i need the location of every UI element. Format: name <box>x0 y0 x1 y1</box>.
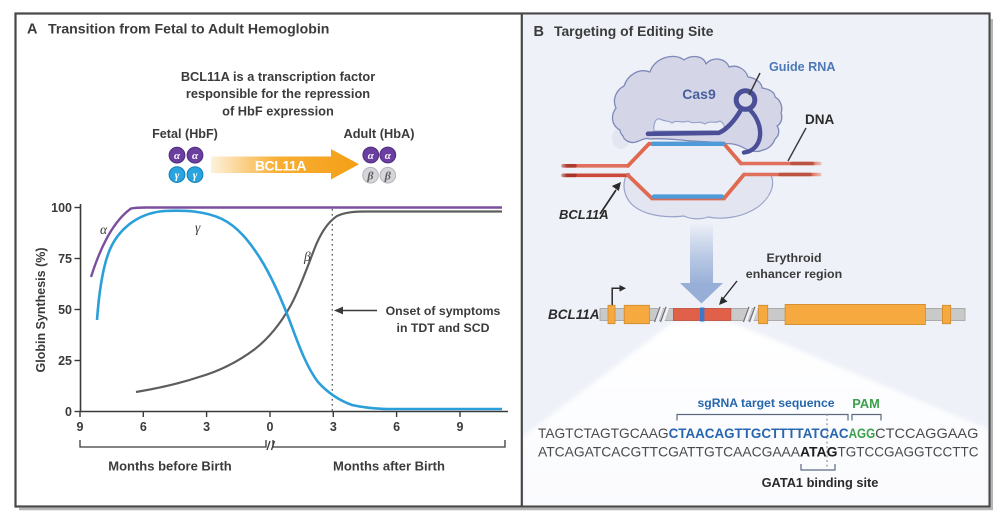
svg-text:Cas9: Cas9 <box>682 86 716 102</box>
svg-text:100: 100 <box>51 201 72 215</box>
svg-text:TAGTCTAGTGCAAG: TAGTCTAGTGCAAG <box>538 425 669 441</box>
svg-text:responsible for the repression: responsible for the repression <box>186 86 370 101</box>
svg-text:γ: γ <box>193 170 198 182</box>
svg-text:Onset of symptoms: Onset of symptoms <box>386 304 501 318</box>
svg-text:A: A <box>27 22 38 38</box>
svg-text:α: α <box>174 150 181 162</box>
svg-text:BCL11A: BCL11A <box>255 158 307 174</box>
svg-text:sgRNA target sequence: sgRNA target sequence <box>697 396 834 410</box>
svg-text:BCL11A: BCL11A <box>559 207 609 222</box>
svg-text:α: α <box>385 150 392 162</box>
svg-text:Adult (HbA): Adult (HbA) <box>343 126 414 141</box>
svg-text:6: 6 <box>140 420 147 434</box>
svg-text:Erythroid: Erythroid <box>766 251 821 265</box>
svg-text:25: 25 <box>58 354 72 368</box>
svg-text:GATA1 binding site: GATA1 binding site <box>762 475 879 490</box>
svg-text:TGTCCGAGGTCCTTC: TGTCCGAGGTCCTTC <box>838 444 979 460</box>
svg-text:50: 50 <box>58 303 72 317</box>
svg-text:CTCCAGGAAG: CTCCAGGAAG <box>875 425 978 441</box>
svg-text:3: 3 <box>203 420 210 434</box>
svg-text:Guide RNA: Guide RNA <box>769 60 835 74</box>
svg-text:Fetal (HbF): Fetal (HbF) <box>152 127 218 141</box>
svg-text:Transition from Fetal to Adult: Transition from Fetal to Adult Hemoglobi… <box>48 21 329 37</box>
svg-text:α: α <box>192 150 199 162</box>
svg-text:9: 9 <box>77 420 84 434</box>
svg-text:in TDT and SCD: in TDT and SCD <box>397 321 490 335</box>
svg-text:BCL11A is a transcription fact: BCL11A is a transcription factor <box>181 69 375 84</box>
svg-text:β: β <box>366 169 374 183</box>
svg-text:CTAACAGTTGCTTTTATCAC: CTAACAGTTGCTTTTATCAC <box>669 425 849 441</box>
svg-text:ATAG: ATAG <box>800 444 838 460</box>
svg-text:ATCAGATCACGTTCGATTGTCAACGAAA: ATCAGATCACGTTCGATTGTCAACGAAA <box>538 444 801 460</box>
svg-text:BCL11A: BCL11A <box>548 307 600 322</box>
svg-text:B: B <box>534 24 544 40</box>
svg-text:γ: γ <box>175 170 180 182</box>
svg-text:α: α <box>368 150 375 162</box>
svg-text:γ: γ <box>195 220 201 235</box>
svg-text:Globin Synthesis (%): Globin Synthesis (%) <box>34 247 48 372</box>
svg-text:3: 3 <box>330 420 337 434</box>
svg-text:0: 0 <box>65 405 72 419</box>
svg-text:β: β <box>303 249 311 264</box>
svg-text:PAM: PAM <box>852 396 880 411</box>
svg-text:Months after Birth: Months after Birth <box>333 459 445 474</box>
svg-text:9: 9 <box>457 420 464 434</box>
svg-text:α: α <box>100 222 108 237</box>
svg-text:enhancer region: enhancer region <box>746 267 842 281</box>
svg-text:75: 75 <box>58 252 72 266</box>
svg-text:Targeting of Editing Site: Targeting of Editing Site <box>554 23 714 39</box>
svg-text:of HbF expression: of HbF expression <box>222 104 334 119</box>
svg-text:β: β <box>384 169 392 183</box>
svg-text:6: 6 <box>393 420 400 434</box>
svg-text:DNA: DNA <box>805 112 834 127</box>
svg-text:0: 0 <box>267 420 274 434</box>
svg-text:AGG: AGG <box>849 425 876 441</box>
svg-text:Months before Birth: Months before Birth <box>108 459 232 474</box>
